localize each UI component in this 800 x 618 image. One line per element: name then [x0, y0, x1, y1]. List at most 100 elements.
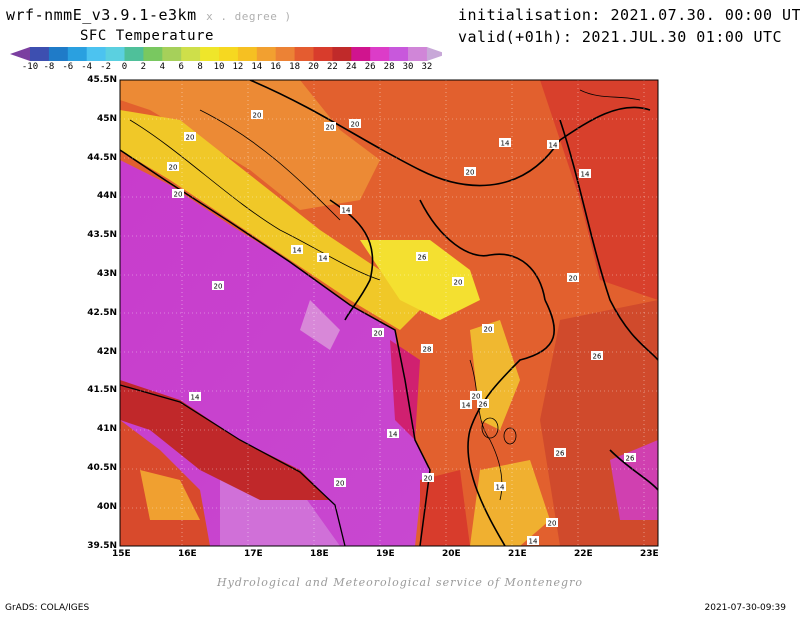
contour-label-box	[554, 448, 566, 457]
longitude-label: 17E	[244, 549, 263, 559]
latitude-label: 42N	[96, 346, 117, 357]
legend-swatch	[124, 47, 144, 61]
contour-label-box	[464, 167, 476, 176]
contour-label-box	[372, 328, 384, 337]
latitude-label: 42.5N	[87, 307, 117, 318]
contour-label-box	[579, 169, 591, 178]
legend-tick-label: 10	[213, 62, 225, 72]
model-title: wrf-nmmE_v3.9.1-e3km x . degree )	[6, 6, 292, 24]
latitude-label: 39.5N	[87, 540, 117, 551]
longitude-label: 20E	[442, 549, 461, 559]
longitude-label: 21E	[508, 549, 527, 559]
contour-label: 20	[336, 480, 345, 488]
contour-label-box	[499, 138, 511, 147]
contour-label: 20	[454, 279, 463, 287]
latitude-label: 44.5N	[87, 152, 117, 163]
legend-tick-label: 8	[197, 62, 203, 72]
contour-label-box	[494, 482, 506, 491]
legend-tick-label: 0	[121, 62, 128, 72]
legend-tick-label: -10	[21, 62, 39, 72]
legend-swatch	[351, 47, 371, 61]
contour-label: 14	[549, 142, 558, 150]
credit-line: Hydrological and Meteorological service …	[217, 576, 583, 589]
legend-swatch	[162, 47, 182, 61]
contour-label-box	[567, 273, 579, 282]
contour-label: 26	[556, 450, 565, 458]
latitude-label: 41N	[96, 424, 117, 435]
contour-label: 14	[501, 140, 510, 148]
legend-tick-label: 2	[140, 62, 147, 72]
legend-swatch	[332, 47, 352, 61]
contour-label-box	[167, 162, 179, 171]
contour-label-box	[547, 140, 559, 149]
legend-swatch	[181, 47, 201, 61]
legend-tick-label: 30	[402, 62, 414, 72]
legend-swatch	[408, 47, 428, 61]
contour-label-box	[340, 205, 352, 214]
contour-label-box	[212, 281, 224, 290]
legend-tick-label: -6	[62, 62, 74, 72]
legend-swatch	[200, 47, 220, 61]
contour-label: 20	[351, 121, 360, 129]
longitude-label: 15E	[112, 549, 131, 559]
legend-tick-label: 24	[345, 62, 357, 72]
legend-tick-label: 28	[383, 62, 395, 72]
contour-label-box	[387, 429, 399, 438]
legend-swatch	[313, 47, 333, 61]
contour-label: 14	[529, 538, 538, 546]
contour-label-box	[172, 189, 184, 198]
contour-label: 20	[174, 191, 183, 199]
legend-swatch	[143, 47, 163, 61]
model-name: wrf-nmmE_v3.9.1-e3km	[6, 6, 197, 24]
latitude-label: 40.5N	[87, 463, 117, 473]
valid-time: valid(+01h): 2021.JUL.30 01:00 UTC	[458, 28, 783, 46]
contour-label-box	[349, 119, 361, 128]
contour-label: 20	[472, 393, 481, 401]
legend-tick-label: 14	[251, 62, 263, 72]
longitude-label: 22E	[574, 549, 593, 559]
contour-label-box	[334, 478, 346, 487]
contour-label: 20	[214, 283, 223, 291]
contour-label: 20	[253, 112, 262, 120]
field-title: SFC Temperature	[80, 28, 214, 44]
latitude-label: 40N	[96, 501, 117, 512]
legend-swatch	[389, 47, 409, 61]
contour-label: 26	[479, 401, 488, 409]
legend-swatch	[105, 47, 125, 61]
contour-label: 26	[593, 353, 602, 361]
contour-label-box	[291, 245, 303, 254]
legend-tick-label: 6	[178, 62, 184, 72]
contour-label: 20	[169, 164, 178, 172]
legend-swatch	[237, 47, 258, 61]
contour-label-box	[624, 453, 636, 462]
contour-label: 14	[462, 402, 471, 410]
contour-label-box	[482, 324, 494, 333]
contour-label: 20	[569, 275, 578, 283]
legend-arrow-low	[10, 47, 30, 61]
contour-label: 20	[374, 330, 383, 338]
contour-label-box	[184, 132, 196, 141]
contour-label: 26	[626, 455, 635, 463]
legend-tick-label: 20	[308, 62, 319, 72]
legend-tick-label: 26	[364, 62, 376, 72]
legend-swatch	[67, 47, 88, 61]
contour-label: 20	[186, 134, 195, 142]
contour-label: 14	[319, 255, 328, 263]
contour-label: 20	[484, 326, 493, 334]
contour-label: 20	[326, 124, 335, 132]
initialisation-time: initialisation: 2021.07.30. 00:00 UTC	[458, 6, 800, 24]
legend-swatch	[275, 47, 296, 61]
contour-label: 14	[389, 431, 398, 439]
legend-tick-label: 12	[232, 62, 244, 72]
legend-tick-label: -2	[100, 62, 112, 72]
color-legend	[10, 47, 442, 61]
legend-tick-label: 16	[270, 62, 282, 72]
longitude-label: 16E	[178, 549, 197, 559]
contour-label-box	[251, 110, 263, 119]
latitude-label: 43N	[96, 269, 117, 279]
contour-label-box	[189, 392, 201, 401]
contour-label: 14	[496, 484, 505, 492]
contour-label-box	[460, 400, 472, 409]
contour-label: 20	[466, 169, 475, 177]
